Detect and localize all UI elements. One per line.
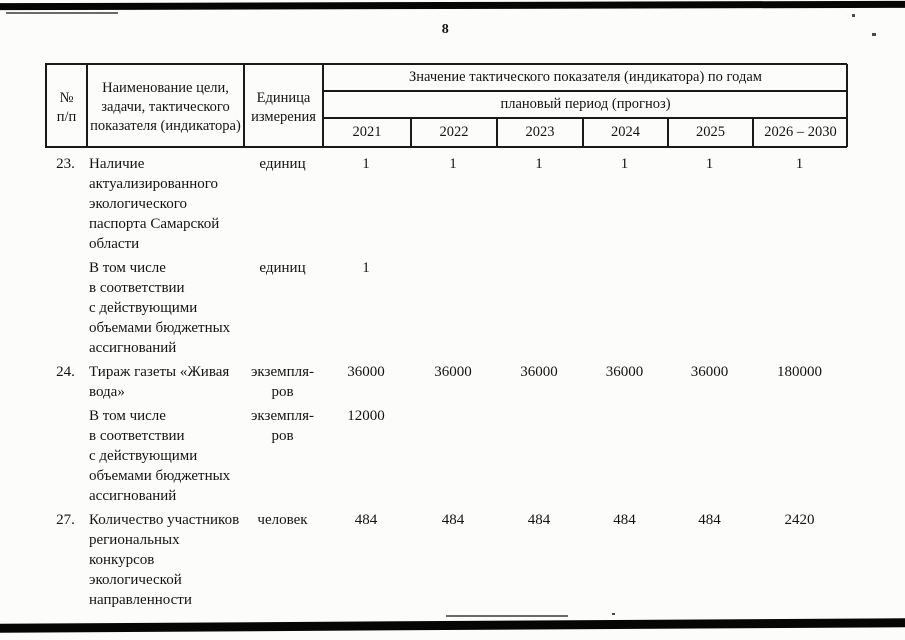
cell-value-year-4 [667,258,752,358]
cell-value-year-3 [582,258,667,358]
cell-value-year-4 [667,406,752,506]
cell-value-year-0: 12000 [347,408,385,424]
header-cell-year-2024: 2024 [583,118,668,147]
header-cell-year-2025: 2025 [668,118,753,147]
header-cell-indicator-name: Наименование цели, задачи, тактического … [87,64,244,147]
cell-indicator-name: Тираж газеты «Живая вода» [89,364,230,400]
scan-artifact-fringe [446,615,568,617]
cell-value-year-1: 1 [449,156,457,172]
cell-row-number: 23. [56,156,75,172]
cell-value-year-4: 36000 [690,364,729,380]
cell-unit: единиц [259,156,306,172]
cell-value-year-1: 36000 [434,364,472,380]
cell-value-year-3: 1 [620,156,629,172]
table-row: 24. Тираж газеты «Живая вода» экземпля- ро… [45,362,847,402]
cell-value-year-1 [410,258,496,358]
cell-value-year-0: 1 [362,156,370,172]
table-row: 23. Наличие актуализированного экологичес… [45,154,847,254]
cell-unit: единиц [259,260,306,276]
cell-value-year-2: 36000 [520,364,558,380]
cell-value-year-4: 1 [705,156,714,172]
cell-indicator-name: В том числе в соответствии с действующим… [89,260,231,356]
cell-indicator-name: В том числе в соответствии с действующим… [89,408,231,504]
cell-value-year-0: 484 [354,512,378,528]
header-cell-year-2022: 2022 [411,118,497,147]
cell-unit: экземпля- ров [250,408,314,444]
cell-unit: экземпля- ров [250,364,314,400]
cell-value-year-2: 1 [535,156,543,172]
cell-value-year-2: 484 [527,512,551,528]
cell-value-year-3 [582,406,667,506]
cell-indicator-name: Количество участников региональных конку… [89,512,240,608]
cell-value-year-5: 1 [795,156,804,172]
scan-artifact-speck [612,613,615,615]
cell-indicator-name: Наличие актуализированного экологическог… [89,156,220,252]
cell-value-year-3: 36000 [605,364,644,380]
cell-value-year-2 [496,406,582,506]
cell-value-year-0: 36000 [347,364,385,380]
cell-value-year-2 [496,258,582,358]
cell-value-year-4: 484 [698,512,721,528]
cell-value-year-1 [410,406,496,506]
cell-row-number: 27. [56,512,75,528]
scan-artifact-fringe [6,12,118,14]
scan-artifact-bottom-bar [0,618,905,633]
header-cell-unit: Единица измерения [244,64,323,147]
cell-value-year-1: 484 [441,512,465,528]
header-cell-year-2023: 2023 [497,118,583,147]
scan-artifact-top-bar [0,0,905,11]
cell-value-year-5 [752,258,847,358]
header-cell-period-title: плановый период (прогноз) [323,91,848,118]
header-cell-row-number: № п/п [46,64,87,147]
cell-unit: человек [257,512,308,528]
cell-row-number [45,406,86,506]
header-cell-year-2026-2030: 2026 – 2030 [753,118,848,147]
table-row: В том числе в соответствии с действующим… [45,258,847,358]
header-cell-values-title: Значение тактического показателя (индика… [323,64,848,91]
page-number: 8 [441,22,450,37]
header-cell-year-2021: 2021 [323,118,411,147]
cell-value-year-5: 2420 [784,512,815,528]
cell-row-number [45,258,86,358]
indicators-table: № п/п Наименование цели, задачи, тактиче… [45,63,848,614]
cell-value-year-0: 1 [362,260,370,276]
table-row: 27. Количество участников региональных ко… [45,510,847,610]
table-row: В том числе в соответствии с действующим… [45,406,847,506]
cell-row-number: 24. [56,364,75,380]
cell-value-year-3: 484 [613,512,636,528]
table-body: 23. Наличие актуализированного экологичес… [45,148,847,610]
scan-artifact-speck [852,14,855,17]
cell-value-year-5 [752,406,847,506]
cell-value-year-5: 180000 [777,364,822,380]
table-header: № п/п Наименование цели, задачи, тактиче… [45,63,848,148]
scan-artifact-speck [872,33,876,36]
